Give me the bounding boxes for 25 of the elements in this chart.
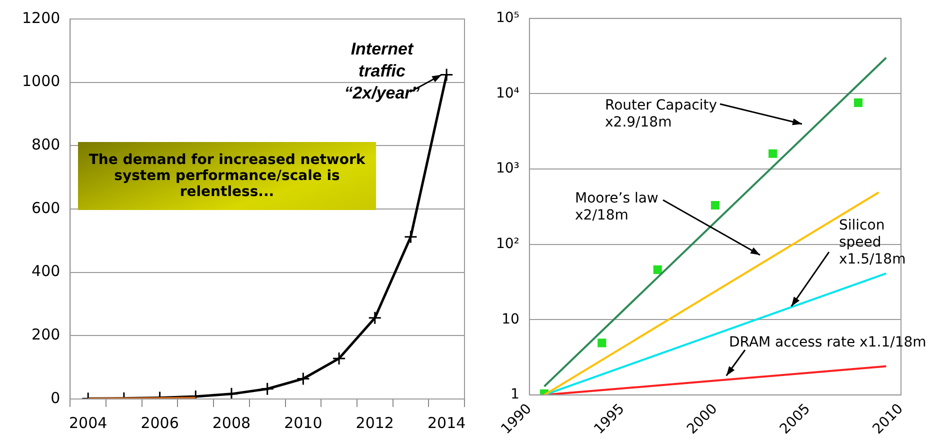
x-tick-label: 2008 — [212, 414, 251, 432]
y-tick-label: 1000 — [22, 72, 60, 90]
callout-box: The demand for increased network system performance/scale is relentless... — [78, 142, 376, 210]
y-tick-label: 200 — [32, 326, 60, 344]
y-tick-label: 800 — [32, 136, 60, 154]
y-tick-label: 400 — [32, 262, 60, 280]
x-tick-label: 2006 — [140, 414, 179, 432]
x-tick-label: 2014 — [427, 414, 466, 432]
annotation: Router Capacity x2.9/18m — [605, 98, 718, 131]
y-tick-label: 0 — [50, 388, 60, 407]
y-tick-label: 1 — [510, 386, 520, 403]
x-tick-label: 2012 — [356, 414, 394, 432]
annotation: DRAM access rate x1.1/18m — [729, 334, 926, 351]
annotation: Silicon speed x1.5/18m — [839, 218, 906, 268]
annotation: Internet traffic “2x/year” — [344, 40, 420, 103]
x-tick-label: 2010 — [284, 414, 322, 432]
y-tick-label: 10⁴ — [496, 85, 520, 102]
y-tick-label: 10 — [502, 311, 520, 328]
annotation: Moore’s law x2/18m — [575, 190, 658, 224]
y-tick-label: 10⁵ — [496, 10, 520, 26]
y-tick-label: 1200 — [22, 8, 60, 27]
x-tick-label: 2004 — [69, 414, 108, 432]
y-tick-label: 10³ — [496, 160, 520, 177]
y-tick-label: 600 — [32, 198, 60, 217]
y-tick-label: 10² — [496, 236, 520, 252]
